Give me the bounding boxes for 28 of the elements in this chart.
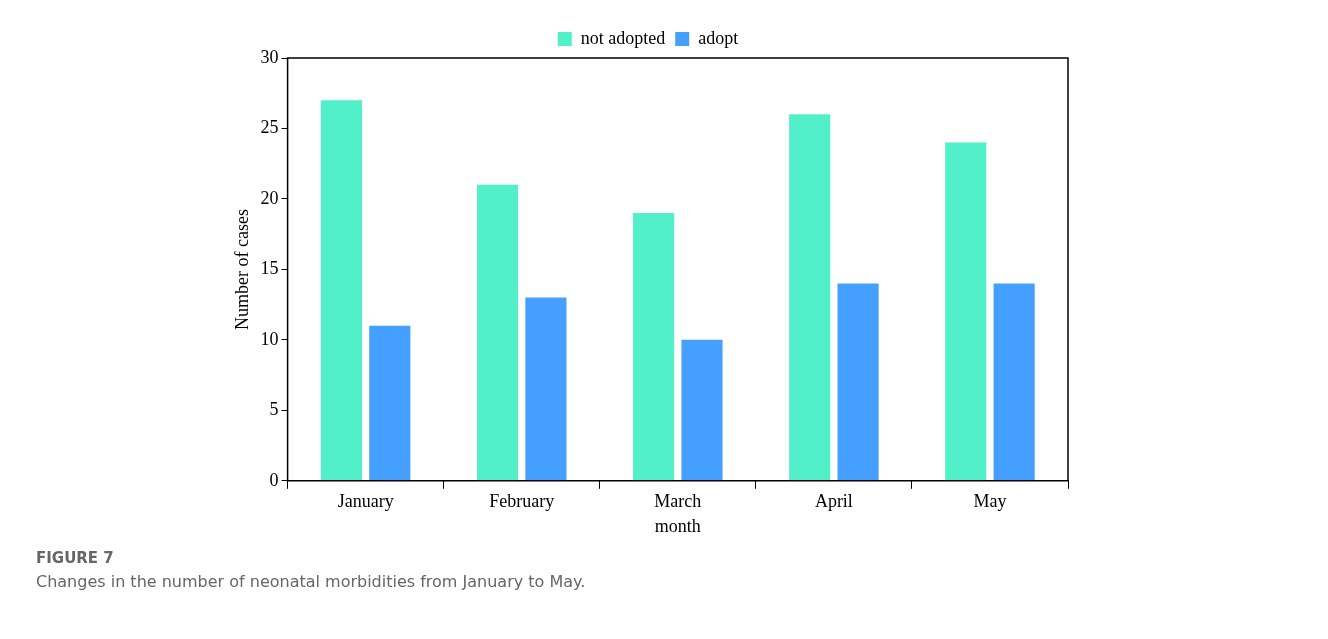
text: Changes in the number of neonatal morbidities from January to May. bbox=[36, 571, 587, 593]
y-tick-label: 20 bbox=[260, 187, 279, 208]
bar bbox=[789, 114, 831, 481]
bar bbox=[476, 184, 519, 481]
bar bbox=[633, 213, 675, 481]
x-tick-label: May bbox=[973, 491, 1007, 512]
bar bbox=[681, 339, 723, 481]
y-tick-label: 30 bbox=[260, 46, 279, 67]
y-tick-label: 25 bbox=[260, 117, 279, 138]
x-tick-label: April bbox=[814, 491, 853, 512]
bar bbox=[320, 100, 363, 481]
bar bbox=[993, 283, 1035, 481]
legend-label: adopt bbox=[698, 27, 739, 48]
x-axis-title: month bbox=[654, 515, 701, 536]
bar bbox=[837, 283, 879, 481]
x-tick-label: March bbox=[654, 491, 702, 512]
legend-label: not adopted bbox=[580, 27, 666, 48]
y-tick-label: 0 bbox=[269, 469, 279, 490]
bar bbox=[525, 297, 567, 481]
bar bbox=[945, 142, 987, 481]
y-axis-title: Number of cases bbox=[231, 208, 252, 330]
caption: FIGURE 7 bbox=[36, 548, 115, 569]
x-tick-label: January bbox=[337, 491, 394, 512]
y-tick-label: 15 bbox=[260, 258, 279, 279]
y-tick-label: 5 bbox=[269, 399, 279, 420]
bar bbox=[369, 325, 411, 481]
y-tick-label: 10 bbox=[260, 328, 279, 349]
x-tick-label: February bbox=[489, 491, 555, 512]
